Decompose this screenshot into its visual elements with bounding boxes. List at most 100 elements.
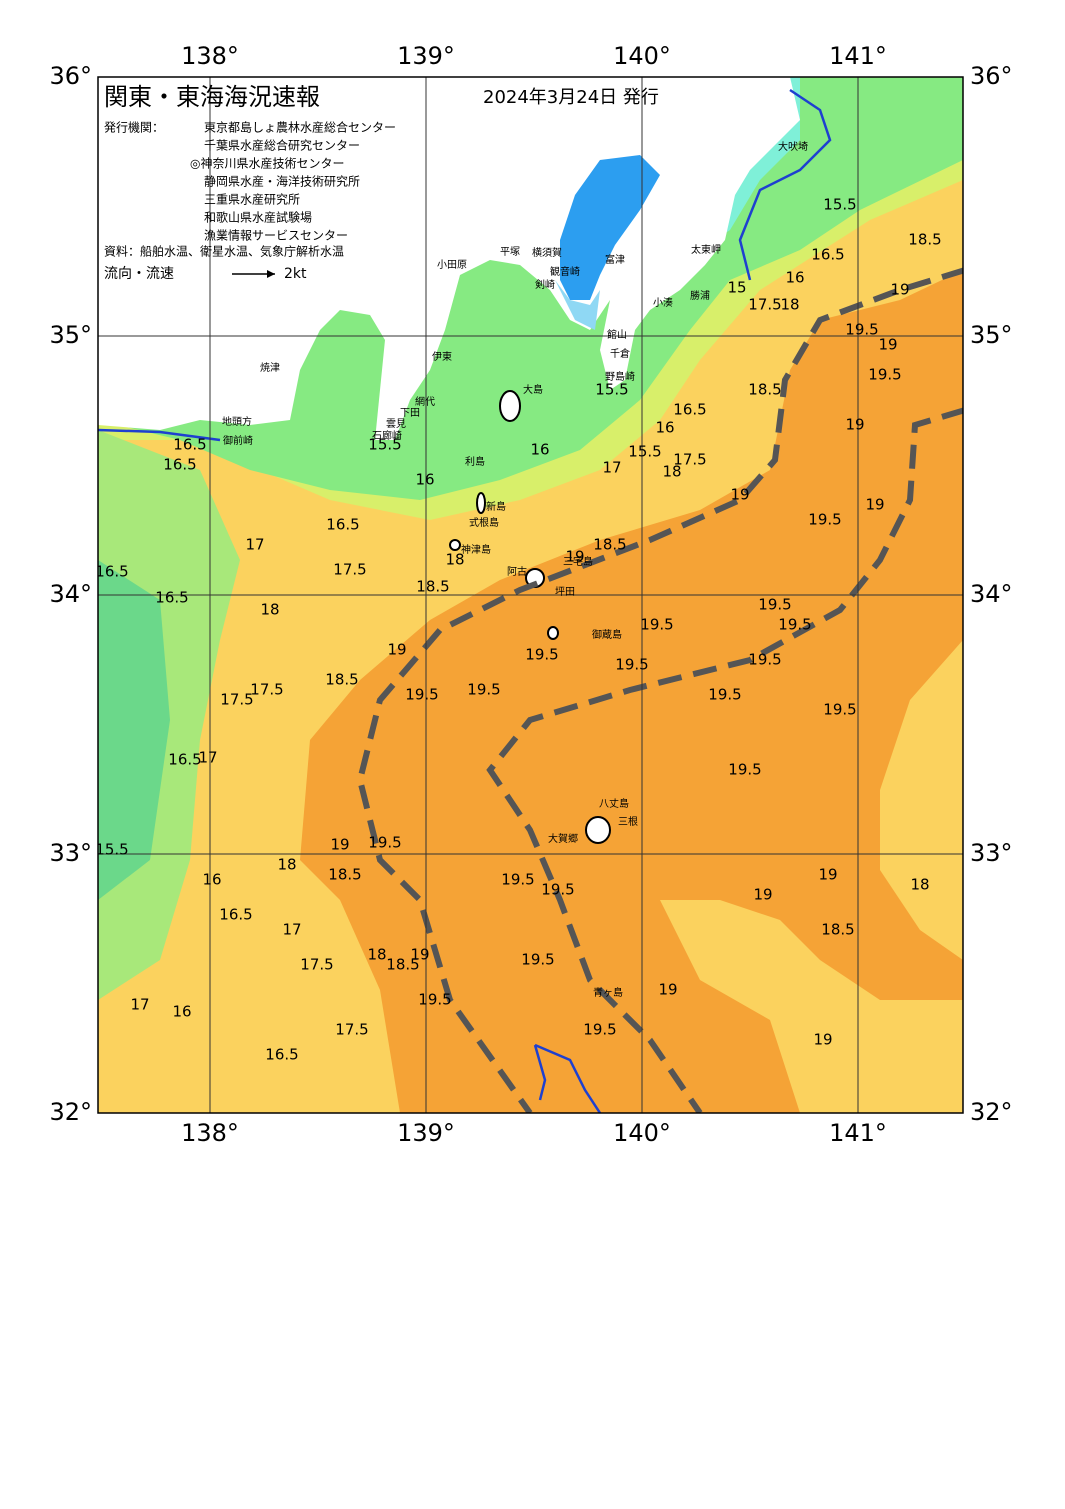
contour-label: 19.5 xyxy=(467,681,500,699)
contour-label: 19 xyxy=(845,416,864,434)
contour-label: 15.5 xyxy=(595,381,628,399)
place-name: 網代 xyxy=(415,395,435,408)
lat-tick-label: 33° xyxy=(970,839,1013,867)
place-name: 小田原 xyxy=(437,259,467,271)
contour-label: 17 xyxy=(245,536,264,554)
contour-label: 17.5 xyxy=(748,296,781,314)
place-name: 石廊崎 xyxy=(372,429,402,442)
place-name: 神津島 xyxy=(461,543,491,556)
contour-label: 18.5 xyxy=(386,956,419,974)
lat-tick-label: 36° xyxy=(49,62,92,90)
island xyxy=(449,539,461,551)
contour-label: 17.5 xyxy=(220,691,253,709)
lat-tick-label: 35° xyxy=(970,321,1013,349)
contour-label: 15.5 xyxy=(95,841,128,859)
contour-label: 18 xyxy=(277,856,296,874)
contour-label: 18 xyxy=(260,601,279,619)
contour-label: 19.5 xyxy=(845,321,878,339)
contour-label: 17 xyxy=(198,749,217,767)
place-name: 雲見 xyxy=(386,418,406,430)
contour-label: 18.5 xyxy=(328,866,361,884)
contour-label: 18 xyxy=(367,946,386,964)
place-name: 御蔵島 xyxy=(592,628,622,641)
contour-label: 18.5 xyxy=(593,536,626,554)
place-name: 焼津 xyxy=(260,362,280,374)
issuer: 三重県水産研究所 xyxy=(204,192,300,207)
contour-label: 16.5 xyxy=(265,1046,298,1064)
contour-label: 17.5 xyxy=(333,561,366,579)
contour-label: 16 xyxy=(530,441,549,459)
place-name: 千倉 xyxy=(610,347,630,360)
contour-line xyxy=(98,88,832,442)
legend-arrow-head xyxy=(267,270,275,278)
contour-label: 19 xyxy=(387,641,406,659)
contour-label: 15.5 xyxy=(368,436,401,454)
place-name: 大吠埼 xyxy=(778,140,808,153)
place-name: 太東岬 xyxy=(691,243,721,256)
contour-label: 15 xyxy=(727,279,746,297)
issuer: 東京都島しょ農林水産総合センター xyxy=(204,120,396,135)
lon-tick-label: 141° xyxy=(829,42,887,70)
contour-label: 17.5 xyxy=(250,681,283,699)
kuroshio-axis xyxy=(486,407,963,1113)
contour-label: 18 xyxy=(780,296,799,314)
issuer: 和歌山県水産試験場 xyxy=(204,210,312,225)
place-name: 大賀郷 xyxy=(548,832,578,845)
contour-label: 19 xyxy=(330,836,349,854)
contour-label: 19.5 xyxy=(541,881,574,899)
place-name: 伊東 xyxy=(432,350,452,363)
place-name: 御前崎 xyxy=(223,434,253,447)
lat-tick-label: 32° xyxy=(49,1098,92,1126)
lon-tick-label: 138° xyxy=(181,1119,239,1147)
tokyo-bay xyxy=(560,155,660,300)
contour-label: 19.5 xyxy=(808,511,841,529)
contour-label: 19.5 xyxy=(778,616,811,634)
source: 資料：船舶水温、衛星水温、気象庁解析水温 xyxy=(104,244,344,259)
contour-label: 19.5 xyxy=(823,701,856,719)
contour-label: 19 xyxy=(890,281,909,299)
contour-label: 19.5 xyxy=(525,646,558,664)
contour-label: 16 xyxy=(655,419,674,437)
lat-tick-label: 32° xyxy=(970,1098,1013,1126)
contour-label: 18.5 xyxy=(325,671,358,689)
place-name: 新島 xyxy=(486,500,506,513)
contour-label: 16.5 xyxy=(673,401,706,419)
contour-label: 19 xyxy=(730,486,749,504)
contour-label: 19 xyxy=(818,866,837,884)
place-name: 青ヶ島 xyxy=(593,986,623,999)
issuer-label: 発行機関： xyxy=(104,120,164,135)
contour-label: 17.5 xyxy=(335,1021,368,1039)
contour-label: 19 xyxy=(878,336,897,354)
contour-label: 19.5 xyxy=(368,834,401,852)
place-name: 坪田 xyxy=(555,585,575,598)
place-name: 式根島 xyxy=(469,516,499,529)
contour-label: 19.5 xyxy=(405,686,438,704)
contour-label: 17 xyxy=(130,996,149,1014)
island xyxy=(585,816,611,844)
contour-label: 16 xyxy=(172,1003,191,1021)
place-name: 八丈島 xyxy=(599,797,629,810)
issuer: 千葉県水産総合研究センター xyxy=(204,138,360,153)
contour-label: 19.5 xyxy=(521,951,554,969)
contour-line xyxy=(533,1043,602,1113)
contour-label: 18 xyxy=(445,551,464,569)
contour-label: 19.5 xyxy=(728,761,761,779)
place-name: 下田 xyxy=(400,408,420,419)
contour-label: 15.5 xyxy=(823,196,856,214)
lat-tick-label: 34° xyxy=(49,580,92,608)
place-name: 阿古 xyxy=(507,565,527,578)
lon-tick-label: 140° xyxy=(613,1119,671,1147)
place-name: 勝浦 xyxy=(690,289,710,302)
contour-label: 19.5 xyxy=(868,366,901,384)
contour-label: 16.5 xyxy=(155,589,188,607)
contour-label: 19.5 xyxy=(640,616,673,634)
contour-label: 18.5 xyxy=(748,381,781,399)
place-name: 野島崎 xyxy=(605,370,635,383)
sea-mild xyxy=(660,640,963,1113)
issuer: 静岡県水産・海洋技術研究所 xyxy=(204,174,360,189)
place-name: 富津 xyxy=(605,253,625,266)
contour-label: 18 xyxy=(910,876,929,894)
title: 関東・東海海況速報 xyxy=(104,83,320,111)
lon-tick-label: 138° xyxy=(181,42,239,70)
